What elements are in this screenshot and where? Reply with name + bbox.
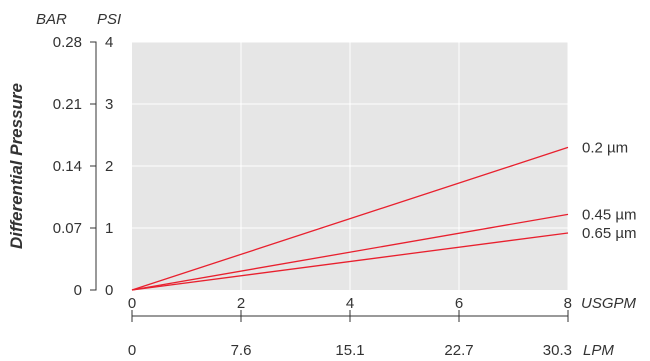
lpm-tick-label: 22.7 — [444, 342, 473, 359]
psi-tick-labels: 0 1 2 3 4 — [105, 34, 113, 299]
psi-unit-label: PSI — [97, 11, 121, 28]
bar-unit-label: BAR — [36, 11, 67, 28]
series-line — [131, 146, 569, 291]
psi-tick-label: 0 — [105, 282, 113, 299]
psi-tick-label: 3 — [105, 96, 113, 113]
series-line — [131, 232, 569, 291]
bar-tick-label: 0.21 — [53, 96, 82, 113]
usgpm-tick-label: 8 — [564, 295, 572, 312]
usgpm-tick-label: 6 — [455, 295, 463, 312]
bar-tick-label: 0.07 — [53, 220, 82, 237]
x-tick-marks — [131, 310, 569, 322]
lpm-unit-label: LPM — [583, 342, 614, 359]
lpm-tick-label: 30.3 — [543, 342, 572, 359]
series-lines — [131, 146, 569, 291]
y-axis-title: Differential Pressure — [7, 83, 26, 249]
bar-tick-label: 0 — [74, 282, 82, 299]
series-label: 0.45 µm — [582, 206, 637, 223]
bar-tick-label: 0.28 — [53, 34, 82, 51]
usgpm-unit-label: USGPM — [581, 295, 637, 312]
usgpm-tick-label: 2 — [237, 295, 245, 312]
usgpm-tick-labels: 0 2 4 6 8 — [128, 295, 572, 312]
psi-tick-label: 4 — [105, 34, 113, 51]
lpm-tick-label: 7.6 — [231, 342, 252, 359]
lpm-tick-label: 0 — [128, 342, 136, 359]
lpm-tick-labels: 0 7.6 15.1 22.7 30.3 — [128, 342, 572, 359]
bar-tick-label: 0.14 — [53, 158, 82, 175]
y-tick-marks — [90, 103, 96, 229]
series-line — [131, 213, 569, 291]
psi-tick-label: 2 — [105, 158, 113, 175]
bar-tick-labels: 0 0.07 0.14 0.21 0.28 — [53, 34, 82, 299]
horizontal-gridlines — [132, 41, 568, 229]
usgpm-tick-label: 4 — [346, 295, 354, 312]
lpm-tick-label: 15.1 — [335, 342, 364, 359]
series-label: 0.65 µm — [582, 225, 637, 242]
series-label: 0.2 µm — [582, 139, 628, 156]
psi-tick-label: 1 — [105, 220, 113, 237]
usgpm-tick-label: 0 — [128, 295, 136, 312]
series-labels: 0.2 µm 0.45 µm 0.65 µm — [582, 139, 637, 242]
